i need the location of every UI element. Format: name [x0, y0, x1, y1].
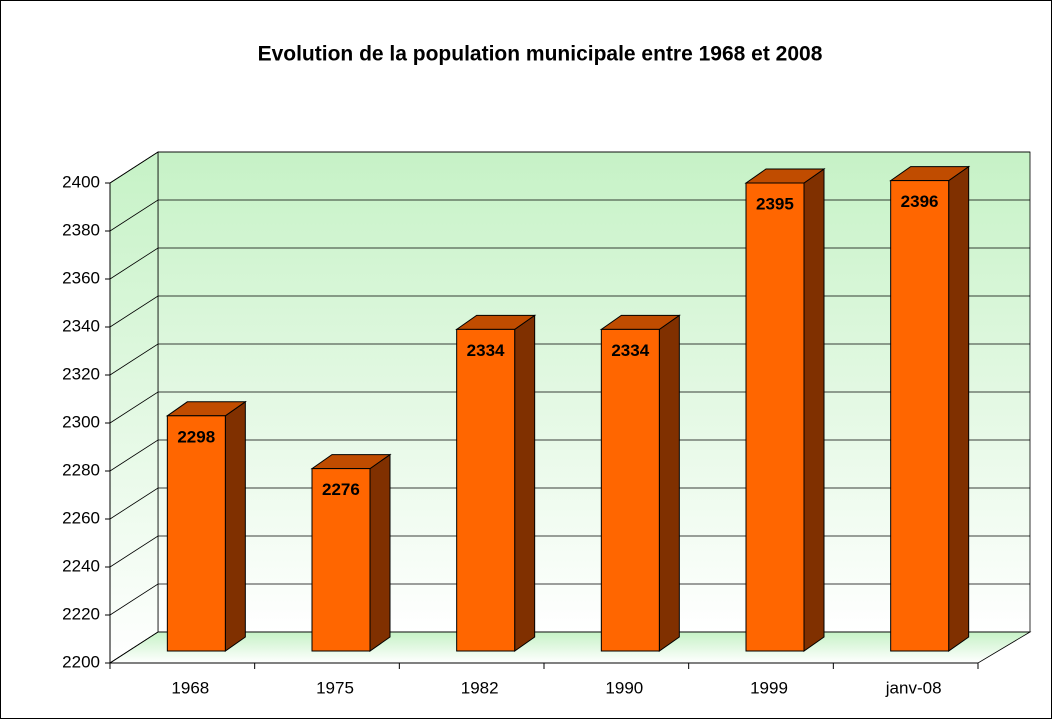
- y-tick-label: 2260: [62, 508, 100, 527]
- value-label: 2276: [322, 480, 360, 499]
- grid-line: [109, 295, 1030, 328]
- y-tick-label: 2200: [62, 652, 100, 671]
- bar-side: [658, 314, 680, 652]
- grid-line: [109, 199, 1030, 232]
- value-label: 2298: [177, 427, 215, 446]
- value-label: 2396: [901, 192, 939, 211]
- grid-line: [109, 343, 1030, 376]
- y-tick-label: 2240: [62, 556, 100, 575]
- chart-title: Evolution de la population municipale en…: [258, 43, 823, 66]
- bar-front: [456, 328, 516, 652]
- grid-line: [109, 247, 1030, 280]
- y-tick-label: 2380: [62, 220, 100, 239]
- bar: [744, 168, 826, 652]
- bar-front: [600, 328, 660, 652]
- bar-side: [514, 314, 536, 652]
- grid-line: [109, 151, 1030, 184]
- y-tick-label: 2280: [62, 460, 100, 479]
- bar-side: [369, 453, 391, 652]
- x-tick-label: janv-08: [885, 678, 942, 697]
- grid-line: [109, 535, 1030, 568]
- y-tick-label: 2220: [62, 604, 100, 623]
- bar-side: [948, 165, 970, 652]
- grid-line: [109, 631, 1030, 664]
- y-tick-label: 2320: [62, 364, 100, 383]
- y-tick-label: 2400: [62, 172, 100, 191]
- bar-side: [224, 400, 246, 652]
- bar-front: [311, 468, 371, 652]
- bar: [455, 314, 537, 652]
- bar: [165, 400, 247, 652]
- y-tick-label: 2300: [62, 412, 100, 431]
- y-tick-label: 2360: [62, 268, 100, 287]
- value-label: 2334: [611, 341, 649, 360]
- x-tick-label: 1990: [605, 678, 643, 697]
- bar-front: [890, 180, 950, 652]
- x-tick-label: 1999: [750, 678, 788, 697]
- grid-line: [109, 487, 1030, 520]
- x-tick-label: 1975: [316, 678, 354, 697]
- bar: [889, 165, 971, 652]
- x-tick-label: 1982: [461, 678, 499, 697]
- bar-front: [166, 415, 226, 652]
- grid-line: [109, 439, 1030, 472]
- bar: [599, 314, 681, 652]
- y-tick-label: 2340: [62, 316, 100, 335]
- bar-side: [803, 168, 825, 652]
- value-label: 2395: [756, 194, 794, 213]
- grid-line: [109, 391, 1030, 424]
- value-label: 2334: [467, 341, 505, 360]
- x-tick-label: 1968: [171, 678, 209, 697]
- bar: [310, 453, 392, 652]
- grid-line: [109, 583, 1030, 616]
- bar-front: [745, 182, 805, 652]
